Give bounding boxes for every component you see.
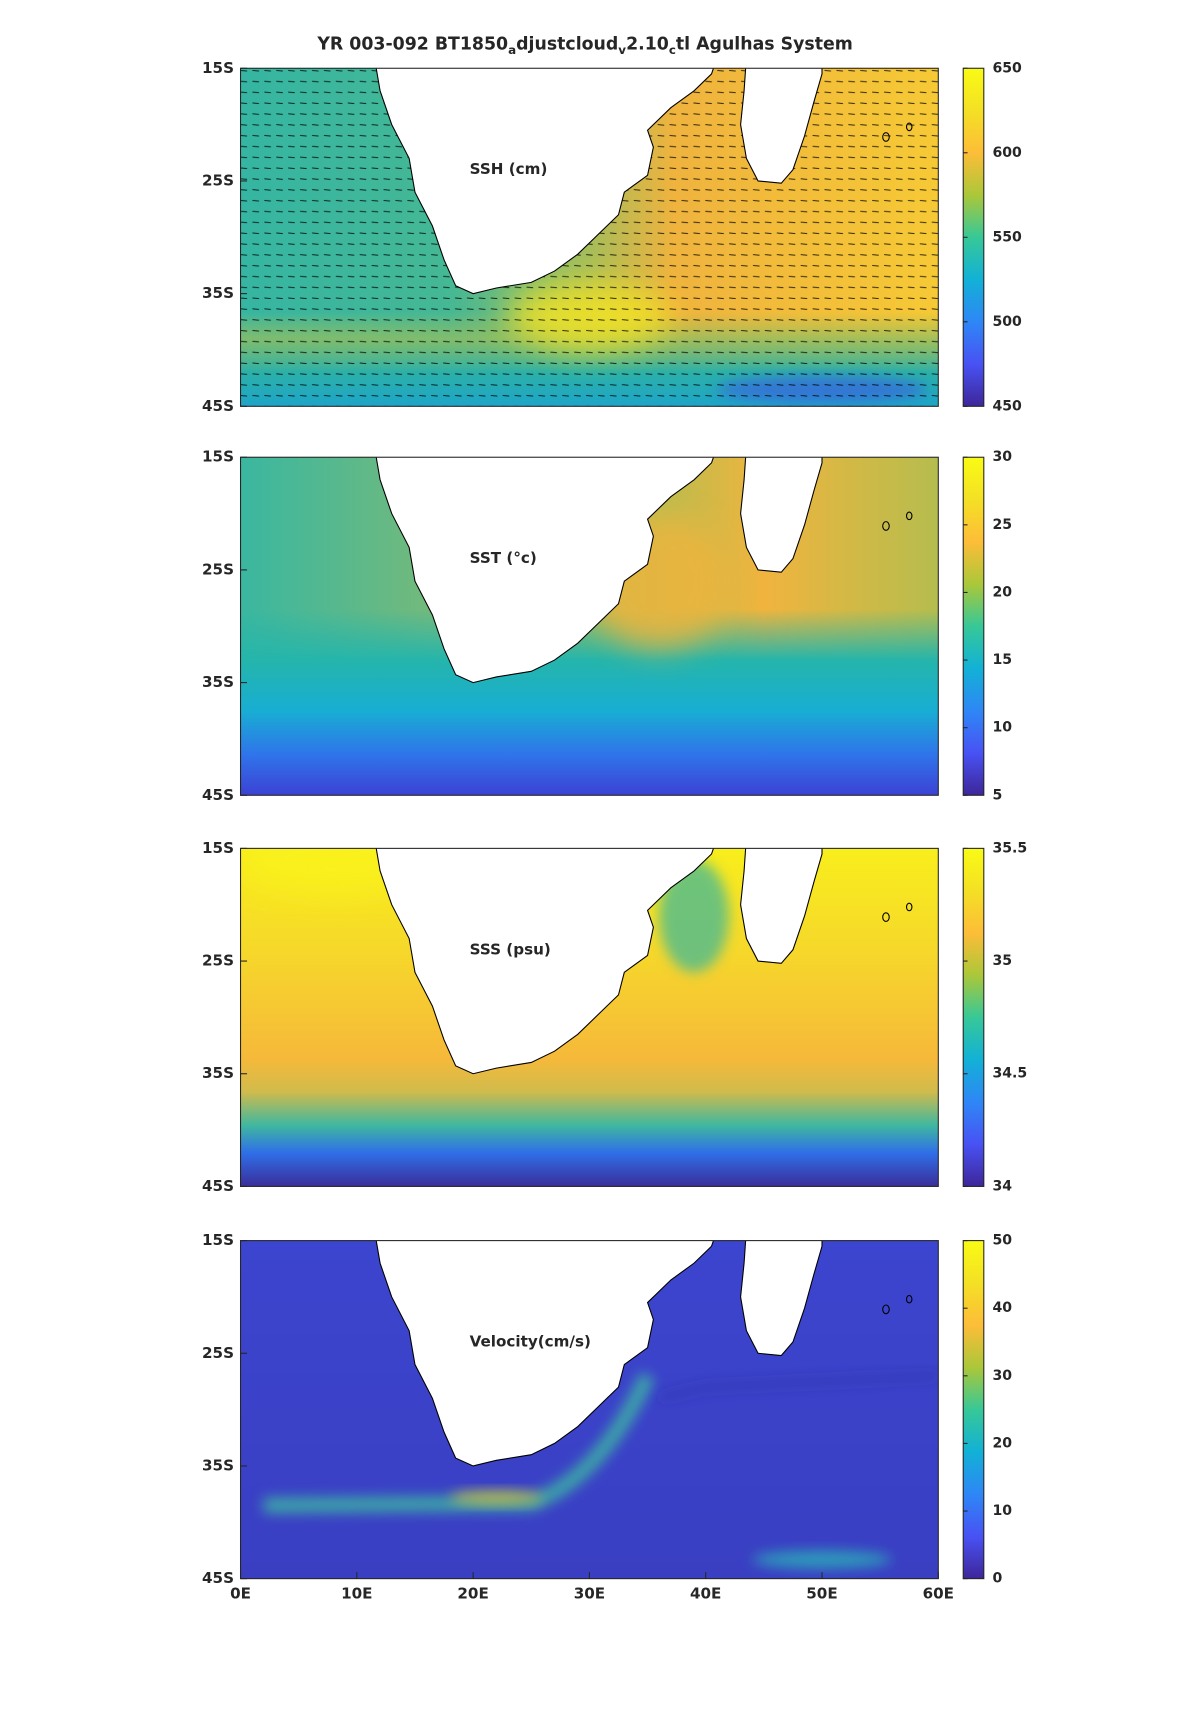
colorbar-tick-label: 15 — [992, 652, 1012, 668]
map-panel — [240, 1240, 939, 1579]
title-part: YR 003-092 BT1850 — [316, 34, 508, 54]
x-tick-label: 30E — [574, 1584, 605, 1602]
island — [905, 1294, 913, 1304]
y-tick-label: 45S — [202, 786, 234, 804]
land — [740, 848, 823, 964]
y-tick-label: 25S — [202, 171, 234, 189]
y-tick-label: 45S — [202, 1569, 234, 1587]
island — [882, 912, 890, 922]
title-part: tl Agulhas System — [676, 34, 853, 54]
x-tick-label: 60E — [923, 1584, 954, 1602]
colorbar-tick-label: 30 — [992, 1368, 1012, 1384]
land — [375, 848, 715, 1075]
panel-frame — [239, 67, 939, 407]
colorbar — [962, 456, 985, 796]
island — [882, 1304, 890, 1315]
title-part: djustcloud — [516, 34, 618, 54]
x-tick-label: 10E — [341, 1584, 372, 1602]
colorbar-tick-label: 10 — [992, 1503, 1012, 1519]
panel-label: Velocity(cm/s) — [470, 1333, 591, 1351]
colorbar-tick-label: 450 — [992, 398, 1022, 414]
colorbar-tick-label: 40 — [992, 1300, 1012, 1316]
colorbar-tick-label: 0 — [992, 1571, 1002, 1587]
field-feature — [449, 1490, 543, 1505]
current-band — [658, 1374, 939, 1400]
land — [740, 68, 823, 184]
colorbar-tick-label: 35.5 — [992, 840, 1027, 856]
colorbar-tick-label: 20 — [992, 1435, 1012, 1451]
title-part: c — [669, 42, 676, 56]
title-part: a — [508, 42, 516, 56]
colorbar-tick-label: 10 — [992, 720, 1012, 736]
colorbar — [962, 847, 985, 1187]
panel-frame — [239, 456, 939, 796]
x-tick-label: 0E — [230, 1584, 251, 1602]
colorbar — [962, 1240, 985, 1580]
map-panel — [240, 68, 939, 407]
colorbar-tick-label: 34 — [992, 1178, 1012, 1194]
y-tick-label: 45S — [202, 1177, 234, 1195]
colorbar-tick-label: 500 — [992, 314, 1022, 330]
y-tick-label: 25S — [202, 1344, 234, 1362]
y-tick-label: 15S — [202, 59, 234, 77]
colorbar-tick-label: 50 — [992, 1233, 1012, 1249]
land — [740, 1240, 823, 1357]
colorbar-tick-label: 34.5 — [992, 1066, 1027, 1082]
island — [882, 521, 890, 531]
y-tick-label: 35S — [202, 673, 234, 691]
map-panel — [240, 848, 939, 1187]
island — [905, 122, 913, 132]
x-tick-label: 40E — [690, 1584, 721, 1602]
y-tick-label: 25S — [202, 952, 234, 970]
land — [375, 457, 715, 684]
island — [905, 511, 913, 521]
x-tick-label: 20E — [457, 1584, 488, 1602]
panel-label: SSH (cm) — [470, 160, 548, 178]
colorbar-tick-label: 20 — [992, 584, 1012, 600]
y-tick-label: 35S — [202, 1456, 234, 1474]
title-part: v — [618, 42, 626, 56]
colorbar-tick-label: 600 — [992, 145, 1022, 161]
colorbar-tick-label: 30 — [992, 449, 1012, 465]
field-feature — [752, 1550, 892, 1569]
y-tick-label: 15S — [202, 448, 234, 466]
y-tick-label: 35S — [202, 1064, 234, 1082]
panel-label: SSS (psu) — [470, 940, 551, 958]
y-tick-label: 35S — [202, 284, 234, 302]
field-feature — [659, 859, 729, 973]
x-tick-label: 50E — [806, 1584, 837, 1602]
y-tick-label: 25S — [202, 560, 234, 578]
panel-frame — [239, 847, 939, 1187]
colorbar-tick-label: 35 — [992, 953, 1012, 969]
title-part: 2.10 — [626, 34, 669, 54]
land — [375, 68, 715, 295]
colorbar-tick-label: 650 — [992, 60, 1022, 76]
island — [905, 902, 913, 912]
colorbar-tick-label: 5 — [992, 787, 1002, 803]
colorbar-tick-label: 25 — [992, 517, 1012, 533]
figure-title: YR 003-092 BT1850adjustcloudv2.10ctl Agu… — [316, 34, 852, 56]
island — [882, 132, 890, 142]
land — [740, 457, 823, 573]
y-tick-label: 45S — [202, 397, 234, 415]
panel-label: SST (°c) — [470, 549, 537, 567]
map-panel — [240, 457, 939, 796]
colorbar-tick-label: 550 — [992, 229, 1022, 245]
y-tick-label: 15S — [202, 839, 234, 857]
y-tick-label: 15S — [202, 1231, 234, 1249]
land — [375, 1240, 715, 1467]
